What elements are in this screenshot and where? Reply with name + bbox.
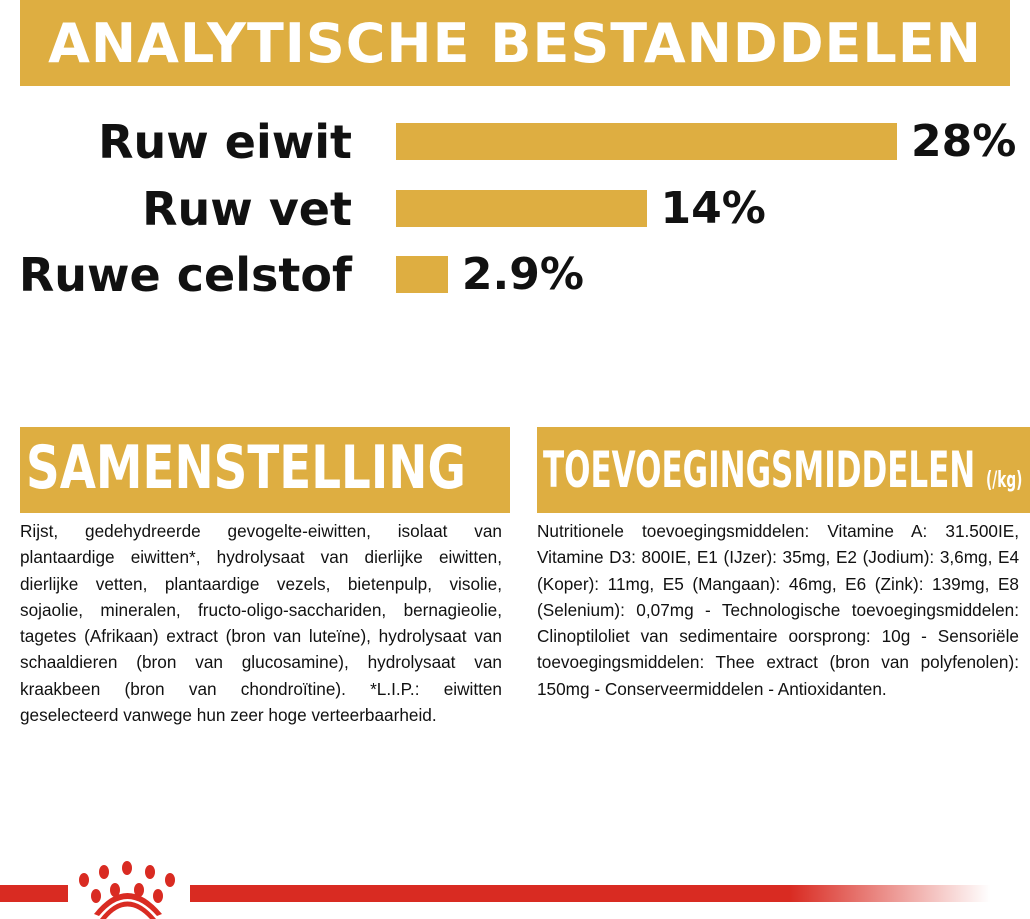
additives-unit: (/kg) xyxy=(986,468,1023,493)
analysis-value: 2.9% xyxy=(461,249,584,300)
analysis-row-fibre: Ruwe celstof 2.9% xyxy=(0,248,1030,302)
analysis-label: Ruw vet xyxy=(142,182,352,236)
analysis-bar xyxy=(396,256,448,293)
composition-header: SAMENSTELLING xyxy=(20,427,510,513)
analysis-row-protein: Ruw eiwit 28% xyxy=(0,115,1030,169)
analysis-row-fat: Ruw vet 14% xyxy=(0,182,1030,236)
analysis-value: 14% xyxy=(660,183,766,234)
royal-canin-crown-icon xyxy=(79,861,175,919)
analysis-header: ANALYTISCHE BESTANDDELEN xyxy=(20,0,1010,86)
composition-text: Rijst, gedehydreerde gevogelte-eiwitten,… xyxy=(20,521,502,726)
composition-title: SAMENSTELLING xyxy=(26,433,466,503)
analysis-bar xyxy=(396,190,647,227)
analysis-label: Ruw eiwit xyxy=(98,115,352,169)
analysis-label: Ruwe celstof xyxy=(18,248,352,302)
analysis-title: ANALYTISCHE BESTANDDELEN xyxy=(48,11,982,75)
analysis-value: 28% xyxy=(911,116,1017,167)
footer-stripe-left xyxy=(0,885,68,902)
additives-title: TOEVOEGINGSMIDDELEN xyxy=(543,441,976,499)
additives-text: Nutritionele toevoegingsmiddelen: Vitami… xyxy=(537,521,1019,699)
footer-stripe-right xyxy=(190,885,990,902)
analysis-bar xyxy=(396,123,897,160)
additives-header: TOEVOEGINGSMIDDELEN (/kg) xyxy=(537,427,1030,513)
